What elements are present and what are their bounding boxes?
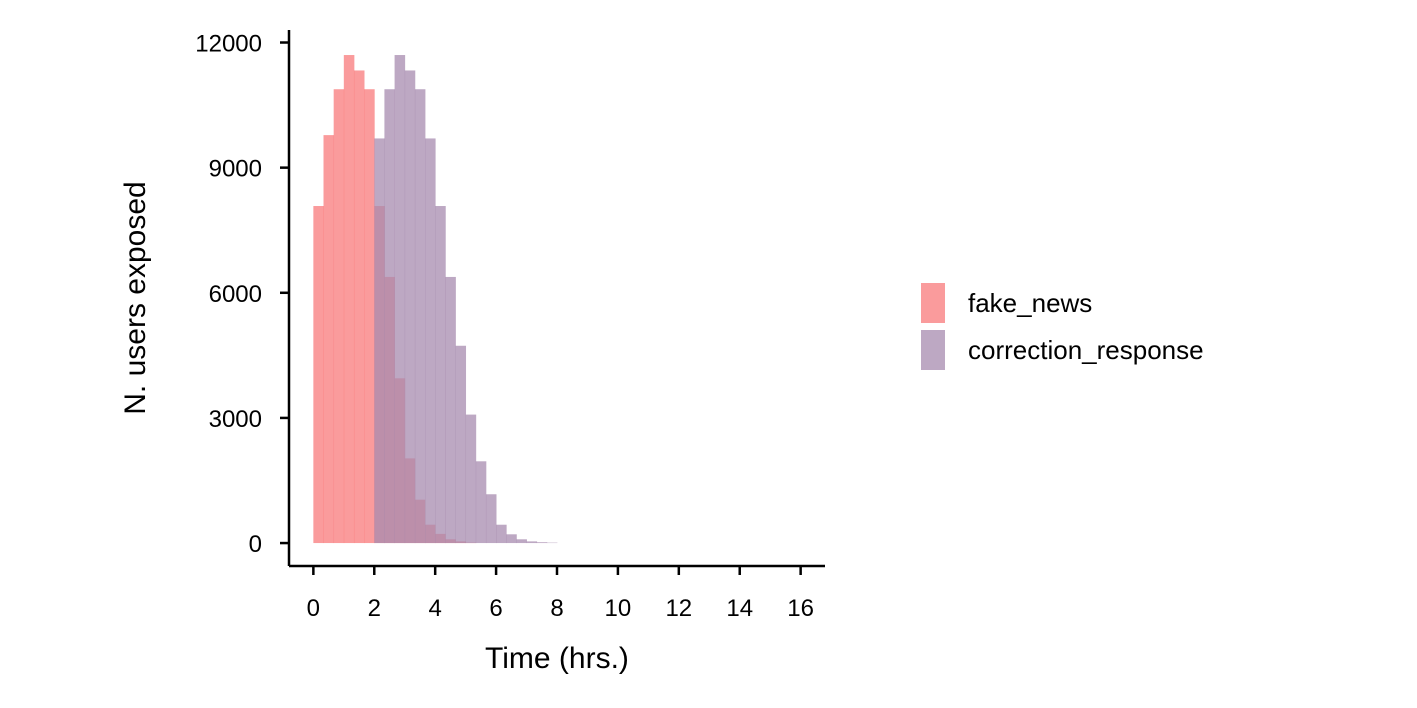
bar-correction-response-9 — [465, 414, 477, 544]
y-tick-label: 9000 — [209, 156, 262, 183]
x-tick-label: 16 — [787, 595, 814, 622]
bar-correction-response-4 — [414, 89, 426, 544]
legend-label-fake-news: fake_news — [968, 288, 1092, 318]
bar-correction-response-8 — [455, 345, 467, 544]
bar-correction-response-5 — [425, 138, 436, 544]
bar-correction-response-16 — [536, 542, 548, 544]
y-tick-label: 3000 — [209, 406, 262, 433]
bar-correction-response-11 — [485, 494, 497, 544]
x-tick-label: 12 — [665, 595, 692, 622]
x-tick-label: 2 — [368, 595, 381, 622]
bar-fake-news-4 — [353, 70, 365, 544]
y-tick-label: 12000 — [195, 31, 262, 58]
bar-correction-response-13 — [506, 534, 517, 544]
y-axis-title: N. users exposed — [119, 181, 152, 414]
bar-correction-response-1 — [384, 89, 395, 544]
x-tick-label: 4 — [429, 595, 442, 622]
bar-fake-news-3 — [343, 55, 355, 544]
bar-correction-response-2 — [394, 55, 406, 544]
axes: 0 3000 6000 9000 12000 0 2 4 6 8 10 12 14 16 — [195, 30, 825, 622]
legend-swatch-fake-news — [921, 283, 945, 323]
x-tick-label: 14 — [726, 595, 753, 622]
legend-swatch-correction-response — [921, 330, 945, 370]
y-tick-label: 6000 — [209, 281, 262, 308]
bar-correction-response-10 — [475, 461, 487, 544]
x-tick-label: 0 — [307, 595, 320, 622]
bar-correction-response-15 — [526, 541, 538, 544]
bar-fake-news-1 — [323, 135, 335, 544]
legend-label-correction-response: correction_response — [968, 335, 1204, 365]
bar-fake-news-2 — [333, 89, 345, 544]
plot-area — [313, 55, 558, 544]
x-tick-label: 8 — [550, 595, 563, 622]
x-tick-label: 10 — [605, 595, 632, 622]
bar-correction-response-7 — [445, 276, 456, 544]
bar-correction-response-3 — [404, 70, 416, 544]
bar-correction-response-14 — [516, 539, 527, 544]
legend: fake_news correction_response — [921, 283, 1204, 370]
x-tick-label: 6 — [489, 595, 502, 622]
bar-correction-response-6 — [435, 206, 446, 544]
y-tick-label: 0 — [249, 531, 262, 558]
bar-fake-news-5 — [364, 89, 375, 544]
series-correction-response — [374, 55, 558, 544]
bar-correction-response-12 — [496, 524, 507, 544]
bar-fake-news-0 — [313, 206, 324, 544]
bar-correction-response-0 — [374, 138, 385, 544]
x-axis-title: Time (hrs.) — [485, 642, 629, 675]
